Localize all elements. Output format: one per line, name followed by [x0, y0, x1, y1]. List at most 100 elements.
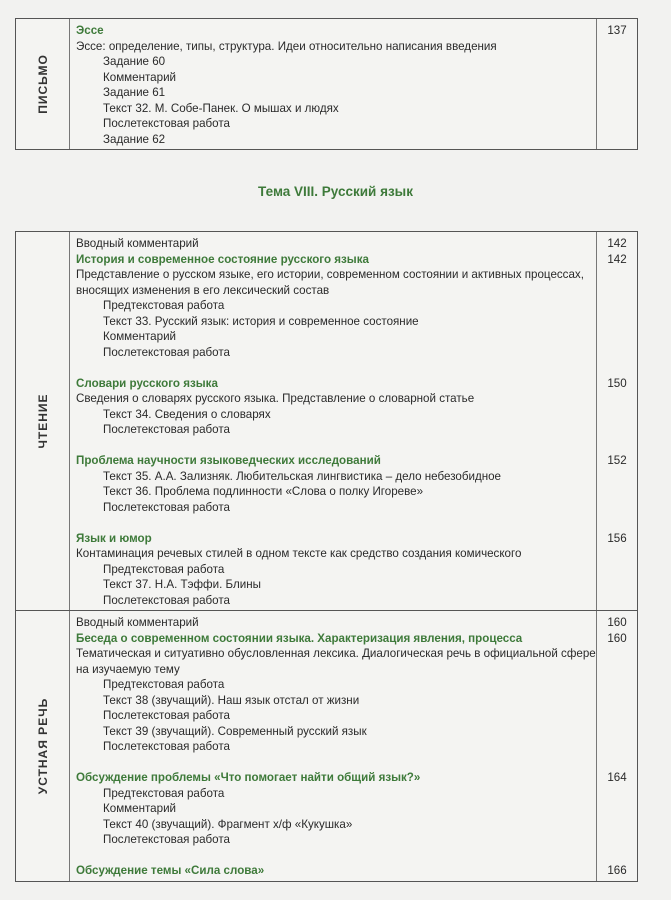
- contents-entry: Текст 40 (звучащий). Фрагмент х/ф «Кукуш…: [103, 817, 353, 831]
- page-number: [597, 345, 637, 361]
- spacer: [76, 848, 596, 864]
- page-number: 137: [607, 24, 627, 37]
- theme-title: Тема VIII. Русский язык: [258, 184, 413, 199]
- section-label: ЧТЕНИЕ: [35, 393, 50, 449]
- section-row: ЧТЕНИЕ Вводный комментарий История и совре…: [16, 232, 637, 610]
- spacer: [76, 438, 596, 454]
- page-number: [597, 832, 637, 848]
- page-number: [597, 577, 637, 593]
- page-number: [597, 298, 637, 314]
- contents-entry: Предтекстовая работа: [103, 786, 225, 800]
- page-number-column: 142 142 150 152 156: [596, 232, 637, 610]
- contents-entry: Текст 32. М. Собе-Панек. О мышах и людях: [103, 101, 339, 115]
- page-number: 160: [607, 616, 627, 629]
- contents-entry: Эссе: определение, типы, структура. Идеи…: [76, 39, 497, 53]
- page-number-column: 160 160 164 166: [596, 611, 637, 881]
- page-number: [597, 755, 637, 771]
- page-number: 156: [607, 531, 627, 545]
- page-number: [597, 786, 637, 802]
- contents-entry: Представление о русском языке, его истор…: [76, 268, 584, 281]
- contents-entry: Предтекстовая работа: [103, 562, 225, 576]
- contents-table-writing: ПИСЬМО Эссе Эссе: определение, типы, струк…: [15, 18, 638, 150]
- page-number: [597, 562, 637, 578]
- page-number: [597, 662, 637, 678]
- page-number: 142: [607, 252, 627, 266]
- page-number-column: 137: [596, 19, 637, 149]
- page-number: 164: [607, 771, 627, 784]
- contents-entry: Вводный комментарий: [76, 616, 199, 629]
- section-row: ПИСЬМО Эссе Эссе: определение, типы, струк…: [16, 19, 637, 149]
- contents-entry: Послетекстовая работа: [103, 740, 230, 753]
- section-label-cell: ПИСЬМО: [16, 19, 70, 149]
- contents-entry: Предтекстовая работа: [103, 678, 225, 691]
- page-number: [597, 391, 637, 407]
- contents-entry: Тематическая и ситуативно обусловленная …: [76, 647, 596, 660]
- section-label: УСТНАЯ РЕЧЬ: [35, 697, 50, 795]
- topic-heading: Язык и юмор: [76, 531, 152, 545]
- page-number: [597, 515, 637, 531]
- section-label-cell: ЧТЕНИЕ: [16, 232, 70, 610]
- page-number: [597, 500, 637, 516]
- spacer: [76, 755, 596, 771]
- spacer: [76, 515, 596, 531]
- contents-entry: Комментарий: [103, 70, 177, 84]
- page-number: [597, 693, 637, 709]
- page-number: 150: [607, 376, 627, 390]
- contents-table-russian-language: ЧТЕНИЕ Вводный комментарий История и совре…: [15, 231, 638, 882]
- contents-entry: Послетекстовая работа: [103, 833, 230, 846]
- page-number: [597, 407, 637, 423]
- page-number: [597, 85, 637, 101]
- page-number: 142: [607, 237, 627, 250]
- spacer: [76, 360, 596, 376]
- page-number: [597, 817, 637, 833]
- page-number: [597, 593, 637, 609]
- contents-entry: Послетекстовая работа: [103, 500, 230, 514]
- page-number: [597, 422, 637, 438]
- contents-entry: Послетекстовая работа: [103, 423, 230, 436]
- contents-entry: Послетекстовая работа: [103, 593, 230, 607]
- section-contents: Вводный комментарий Беседа о современном …: [70, 611, 596, 881]
- contents-entry: Задание 61: [103, 86, 166, 99]
- page-number: [597, 116, 637, 132]
- topic-heading: Словари русского языка: [76, 376, 218, 390]
- topic-heading: Эссе: [76, 24, 104, 37]
- page-number: [597, 438, 637, 454]
- contents-entry: Текст 38 (звучащий). Наш язык отстал от …: [103, 693, 360, 707]
- contents-entry: Текст 35. А.А. Зализняк. Любительская ли…: [103, 469, 502, 483]
- page-number: [597, 848, 637, 864]
- topic-heading: История и современное состояние русского…: [76, 252, 369, 266]
- section-row: УСТНАЯ РЕЧЬ Вводный комментарий Беседа о с…: [16, 610, 637, 881]
- page-number: [597, 646, 637, 662]
- page-number: 152: [607, 454, 627, 467]
- page-number: [597, 739, 637, 755]
- page-number: [597, 360, 637, 376]
- contents-entry: Текст 37. Н.А. Тэффи. Блины: [103, 578, 261, 591]
- page-number: [597, 677, 637, 693]
- section-label-cell: УСТНАЯ РЕЧЬ: [16, 611, 70, 881]
- topic-heading: Проблема научности языковедческих исслед…: [76, 454, 381, 467]
- topic-heading: Беседа о современном состоянии языка. Ха…: [76, 631, 523, 645]
- contents-entry: Послетекстовая работа: [103, 117, 230, 130]
- topic-heading: Обсуждение темы «Сила слова»: [76, 864, 265, 877]
- page-number: [597, 70, 637, 86]
- page-number: [597, 39, 637, 55]
- contents-entry: Текст 39 (звучащий). Современный русский…: [103, 724, 367, 738]
- page-number: [597, 314, 637, 330]
- page-number: [597, 469, 637, 485]
- contents-entry: Текст 33. Русский язык: история и соврем…: [103, 314, 419, 328]
- contents-entry: Предтекстовая работа: [103, 299, 225, 312]
- contents-entry: Послетекстовая работа: [103, 345, 230, 359]
- page-number: [597, 54, 637, 70]
- contents-entry: Контаминация речевых стилей в одном текс…: [76, 547, 522, 560]
- page-number: [597, 132, 637, 148]
- page-number: [597, 101, 637, 117]
- contents-entry: Вводный комментарий: [76, 237, 199, 250]
- page-number: 166: [607, 864, 627, 877]
- page-number: [597, 267, 637, 283]
- contents-entry: на изучаемую тему: [76, 662, 180, 676]
- contents-entry: Задание 62: [103, 132, 166, 146]
- topic-heading: Обсуждение проблемы «Что помогает найти …: [76, 771, 421, 784]
- contents-entry: Комментарий: [103, 330, 177, 343]
- contents-entry: вносящих изменения в его лексический сос…: [76, 283, 330, 297]
- page-number: [597, 484, 637, 500]
